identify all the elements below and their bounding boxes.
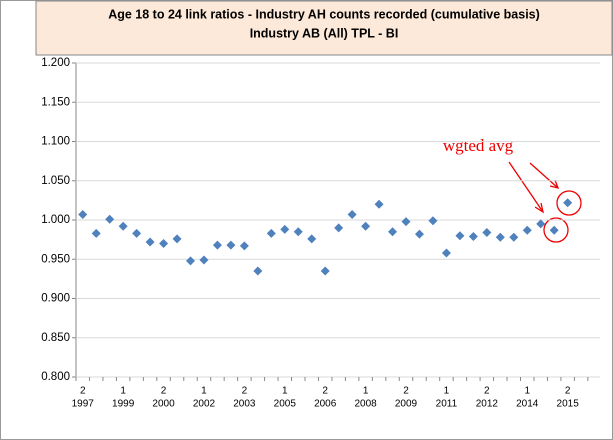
point xyxy=(199,255,209,265)
point xyxy=(159,239,169,249)
x-group-label: 2009 xyxy=(395,399,418,410)
x-tick-label: 1 xyxy=(444,386,450,397)
annotation: wgted avg xyxy=(443,136,514,155)
x-group-label: 1999 xyxy=(112,399,135,410)
point xyxy=(536,219,546,229)
y-tick-label: 0.800 xyxy=(41,371,70,383)
x-group-label: 2008 xyxy=(354,399,377,410)
y-tick-label: 0.900 xyxy=(41,293,70,305)
y-tick-label: 1.000 xyxy=(41,214,70,226)
chart-title: Age 18 to 24 link ratios - Industry AH c… xyxy=(108,7,540,21)
point xyxy=(441,248,451,258)
x-tick-label: 1 xyxy=(282,386,288,397)
y-tick-label: 1.150 xyxy=(41,96,70,108)
x-tick-label: 2 xyxy=(322,386,328,397)
point xyxy=(361,221,371,231)
x-tick-label: 1 xyxy=(120,386,126,397)
point xyxy=(347,210,357,220)
y-tick-label: 1.100 xyxy=(41,136,70,148)
x-tick-label: 1 xyxy=(201,386,207,397)
point xyxy=(374,199,384,209)
point xyxy=(118,221,128,231)
point xyxy=(253,266,263,276)
point xyxy=(226,240,236,250)
y-tick-label: 0.850 xyxy=(41,332,70,344)
x-tick-label: 2 xyxy=(242,386,248,397)
point xyxy=(293,227,303,237)
point xyxy=(185,256,195,266)
point xyxy=(334,223,344,233)
x-tick-label: 2 xyxy=(161,386,167,397)
point xyxy=(563,198,573,208)
x-group-label: 2006 xyxy=(314,399,337,410)
x-tick-label: 2 xyxy=(484,386,490,397)
point xyxy=(522,225,532,235)
point xyxy=(172,234,182,244)
y-tick-label: 1.200 xyxy=(41,57,70,69)
point xyxy=(78,210,88,220)
point xyxy=(105,214,115,224)
y-tick-label: 0.950 xyxy=(41,253,70,265)
x-group-label: 2015 xyxy=(557,399,580,410)
point xyxy=(482,228,492,238)
point xyxy=(509,232,519,242)
point xyxy=(428,216,438,226)
point xyxy=(212,240,222,250)
point xyxy=(455,231,465,241)
title-band xyxy=(35,0,613,56)
x-group-label: 2005 xyxy=(274,399,297,410)
point xyxy=(132,228,142,238)
point xyxy=(266,228,276,238)
point xyxy=(549,225,559,235)
point xyxy=(280,224,290,234)
point xyxy=(414,229,424,239)
point xyxy=(495,232,505,242)
point xyxy=(401,217,411,227)
x-tick-label: 1 xyxy=(524,386,530,397)
x-group-label: 2011 xyxy=(436,399,458,410)
annotation-arrows xyxy=(508,161,582,243)
x-tick-label: 1 xyxy=(363,386,369,397)
y-tick-label: 1.050 xyxy=(41,175,70,187)
x-group-label: 1997 xyxy=(72,399,95,410)
x-group-label: 2014 xyxy=(516,399,539,410)
point xyxy=(320,266,330,276)
point xyxy=(468,231,478,241)
x-group-label: 2012 xyxy=(476,399,499,410)
point xyxy=(239,241,249,251)
x-group-label: 2000 xyxy=(152,399,175,410)
x-group-label: 2002 xyxy=(193,399,216,410)
x-tick-label: 2 xyxy=(403,386,409,397)
x-tick-label: 2 xyxy=(80,386,86,397)
point xyxy=(91,228,101,238)
point xyxy=(307,234,317,244)
chart-subtitle: Industry AB (All) TPL - BI xyxy=(250,26,399,40)
x-tick-label: 2 xyxy=(565,386,571,397)
x-group-label: 2003 xyxy=(233,399,256,410)
point xyxy=(145,237,155,247)
point xyxy=(388,227,398,237)
